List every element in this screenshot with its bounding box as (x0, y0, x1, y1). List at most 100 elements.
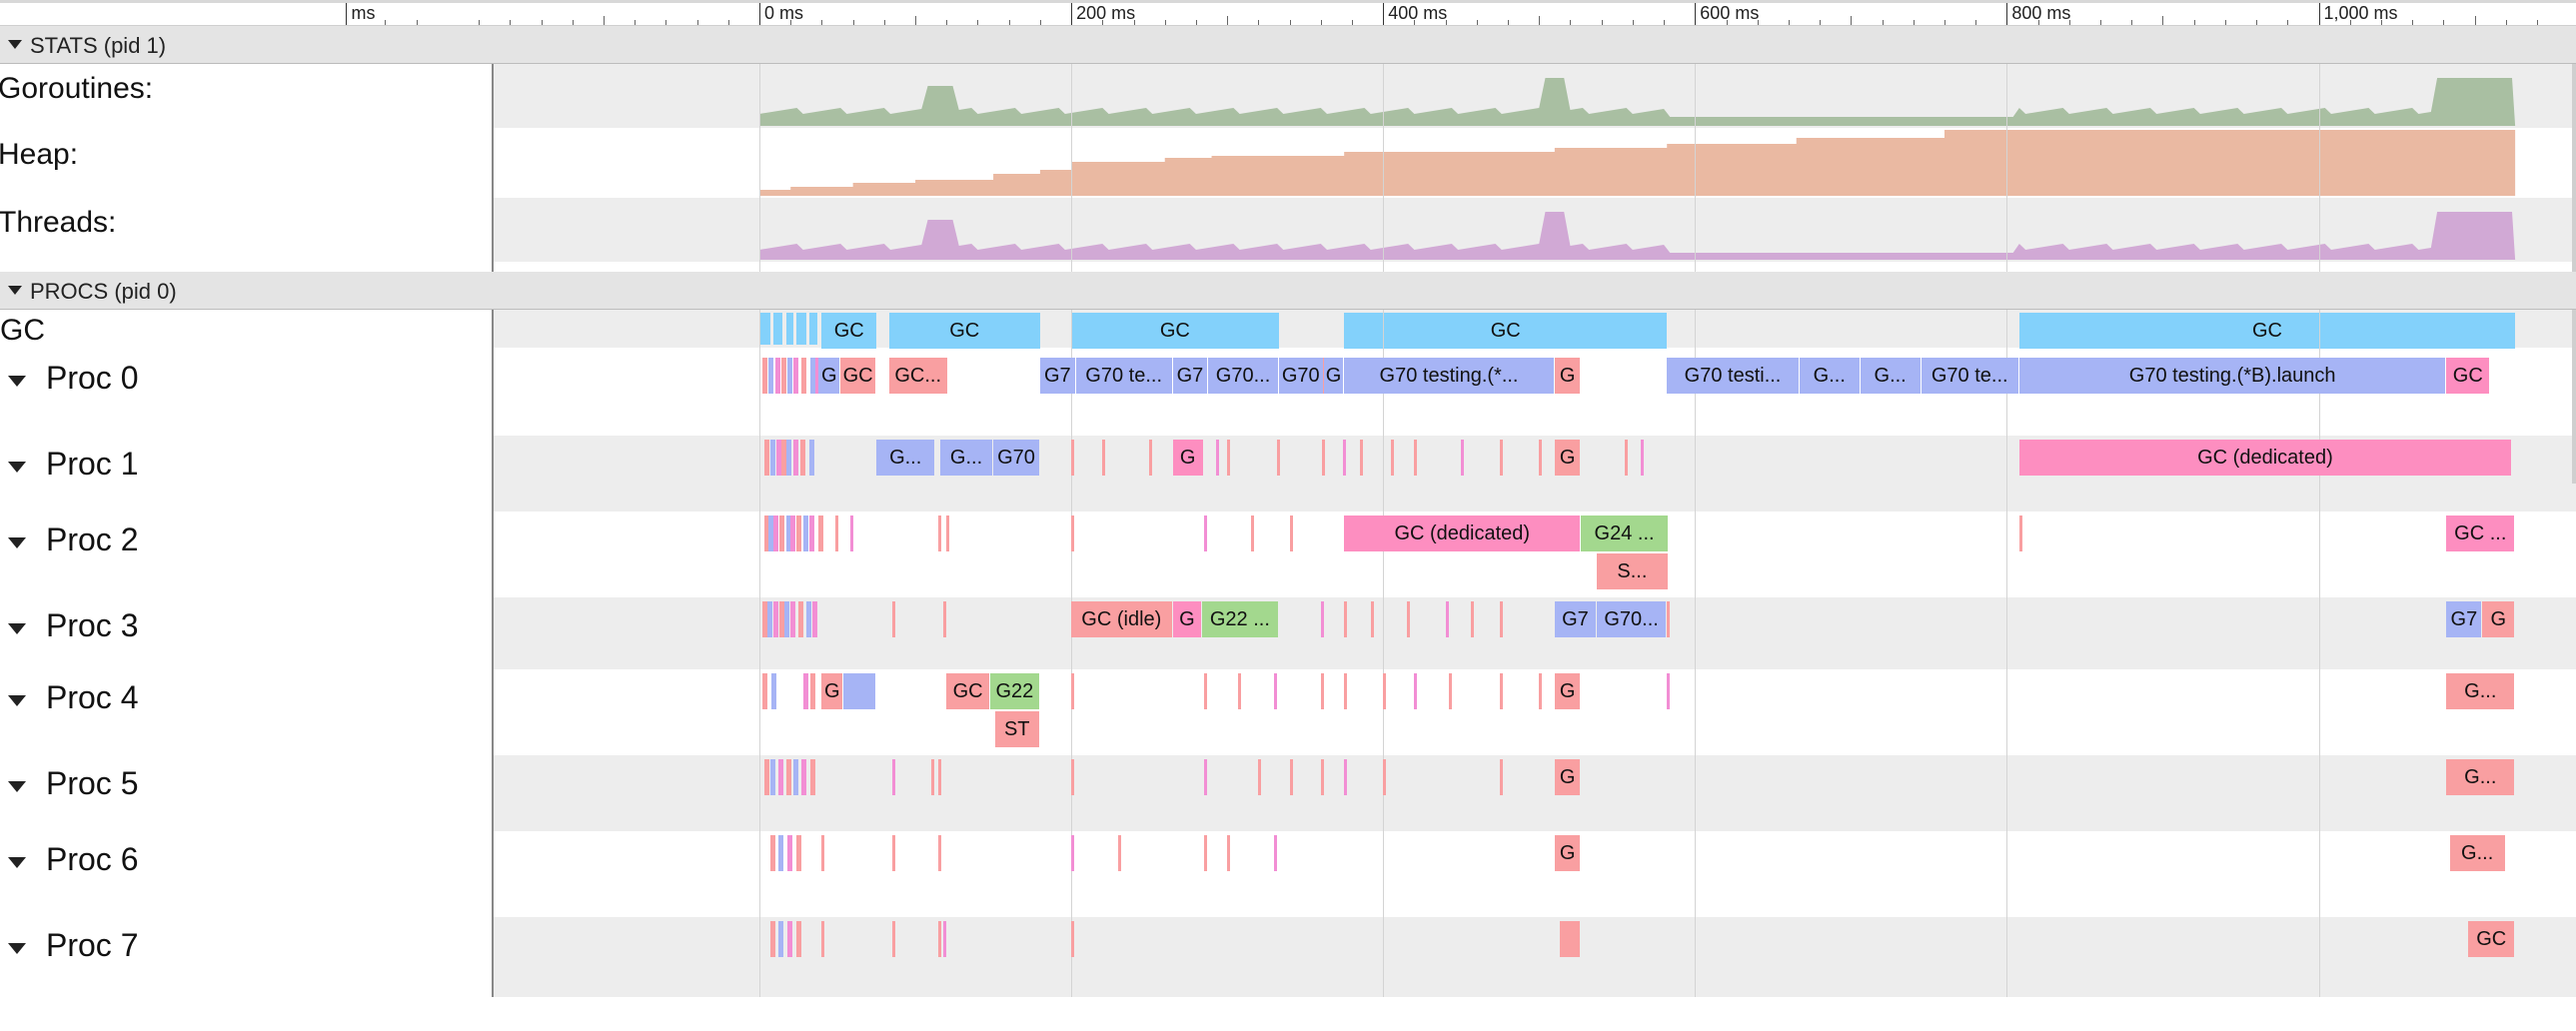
proc-slice[interactable]: GC (2468, 921, 2515, 957)
proc-slice[interactable]: GC (840, 358, 876, 394)
event-mark[interactable] (787, 358, 793, 394)
event-mark[interactable] (785, 759, 791, 795)
proc-slice[interactable]: G... (2449, 835, 2505, 871)
event-mark[interactable] (1470, 601, 1474, 637)
proc-slice[interactable]: GC ... (2446, 516, 2515, 551)
event-mark[interactable] (1500, 759, 1504, 795)
proc-slice[interactable]: G (1554, 673, 1581, 709)
event-mark[interactable] (796, 516, 802, 551)
gc-slice[interactable]: GC (821, 313, 877, 349)
event-mark[interactable] (766, 601, 772, 637)
event-mark[interactable] (796, 921, 802, 957)
event-mark[interactable] (818, 516, 824, 551)
event-mark[interactable] (787, 921, 793, 957)
event-mark[interactable] (1370, 601, 1374, 637)
proc-track[interactable] (494, 917, 2576, 997)
stats-track-goroutines[interactable] (494, 64, 2576, 128)
event-mark[interactable] (821, 921, 825, 957)
proc-track[interactable] (494, 831, 2576, 917)
proc-slice[interactable]: G70... (1208, 358, 1278, 394)
proc-slice[interactable]: G7 (1172, 358, 1208, 394)
proc-slice[interactable]: G22 (989, 673, 1039, 709)
event-mark[interactable] (812, 601, 818, 637)
event-mark[interactable] (943, 601, 947, 637)
event-mark[interactable] (787, 835, 793, 871)
event-mark[interactable] (762, 358, 768, 394)
proc-slice[interactable]: G70 testing.(*B).launch (2018, 358, 2446, 394)
event-mark[interactable] (808, 516, 814, 551)
proc-slice[interactable]: G (2482, 601, 2515, 637)
event-mark[interactable] (790, 516, 796, 551)
event-mark[interactable] (1322, 440, 1326, 476)
proc-slice[interactable]: S... (1596, 553, 1668, 589)
event-mark[interactable] (785, 440, 791, 476)
event-mark[interactable] (810, 358, 816, 394)
event-mark[interactable] (1383, 673, 1387, 709)
event-mark[interactable] (1117, 835, 1121, 871)
proc-slice[interactable]: GC... (888, 358, 947, 394)
gc-slice[interactable]: GC (1071, 313, 1279, 349)
event-mark[interactable] (1071, 516, 1075, 551)
proc-slice[interactable]: G7 (1039, 358, 1075, 394)
proc-slice[interactable]: G70 testi... (1667, 358, 1799, 394)
proc-slice[interactable]: GC (946, 673, 989, 709)
event-mark[interactable] (1344, 759, 1348, 795)
proc-slice[interactable]: G (818, 358, 840, 394)
event-mark[interactable] (821, 835, 825, 871)
event-mark[interactable] (799, 440, 805, 476)
event-mark[interactable] (1667, 601, 1671, 637)
event-mark[interactable] (768, 358, 774, 394)
proc-slice[interactable]: G (1554, 440, 1581, 476)
event-mark[interactable] (1071, 921, 1075, 957)
event-mark[interactable] (1258, 759, 1262, 795)
proc-slice[interactable]: G24 ... (1581, 516, 1668, 551)
event-mark[interactable] (777, 759, 783, 795)
event-mark[interactable] (796, 835, 802, 871)
event-mark[interactable] (891, 835, 895, 871)
event-mark[interactable] (769, 921, 775, 957)
proc-slice[interactable]: G70 (993, 440, 1039, 476)
proc-slice[interactable]: G (821, 673, 843, 709)
event-mark[interactable] (1289, 759, 1293, 795)
event-mark[interactable] (1500, 673, 1504, 709)
event-mark[interactable] (810, 759, 816, 795)
event-mark[interactable] (943, 921, 947, 957)
proc-slice[interactable]: G7 (2446, 601, 2482, 637)
collapse-triangle-icon[interactable] (8, 857, 26, 868)
event-mark[interactable] (1500, 440, 1504, 476)
event-mark[interactable] (815, 358, 821, 394)
event-mark[interactable] (802, 516, 808, 551)
event-mark[interactable] (1216, 440, 1220, 476)
event-mark[interactable] (1203, 759, 1207, 795)
proc-slice[interactable]: G70 testing.(*... (1344, 358, 1554, 394)
proc-slice[interactable]: G... (940, 440, 993, 476)
proc-slice[interactable] (1559, 921, 1581, 957)
proc-slice[interactable]: G (1554, 358, 1581, 394)
event-mark[interactable] (773, 601, 779, 637)
event-mark[interactable] (1414, 440, 1418, 476)
event-mark[interactable] (1539, 440, 1543, 476)
event-mark[interactable] (1071, 440, 1075, 476)
event-mark[interactable] (1320, 601, 1324, 637)
event-mark[interactable] (763, 440, 769, 476)
event-mark[interactable] (1320, 759, 1324, 795)
event-mark[interactable] (762, 673, 768, 709)
event-mark[interactable] (769, 440, 775, 476)
collapse-triangle-icon[interactable] (8, 40, 22, 49)
proc-slice[interactable] (843, 673, 876, 709)
event-mark[interactable] (1289, 516, 1293, 551)
event-mark[interactable] (1461, 440, 1465, 476)
event-mark[interactable] (801, 358, 807, 394)
proc-track[interactable] (494, 755, 2576, 831)
event-mark[interactable] (1102, 440, 1106, 476)
gc-slice[interactable]: GC (2018, 313, 2516, 349)
collapse-triangle-icon[interactable] (8, 943, 26, 954)
event-mark[interactable] (1071, 673, 1075, 709)
event-mark[interactable] (1149, 440, 1153, 476)
event-mark[interactable] (938, 516, 942, 551)
event-mark[interactable] (762, 601, 768, 637)
proc-slice[interactable]: ST (994, 711, 1039, 747)
collapse-triangle-icon[interactable] (8, 695, 26, 706)
collapse-triangle-icon[interactable] (8, 781, 26, 792)
event-mark[interactable] (1227, 440, 1231, 476)
